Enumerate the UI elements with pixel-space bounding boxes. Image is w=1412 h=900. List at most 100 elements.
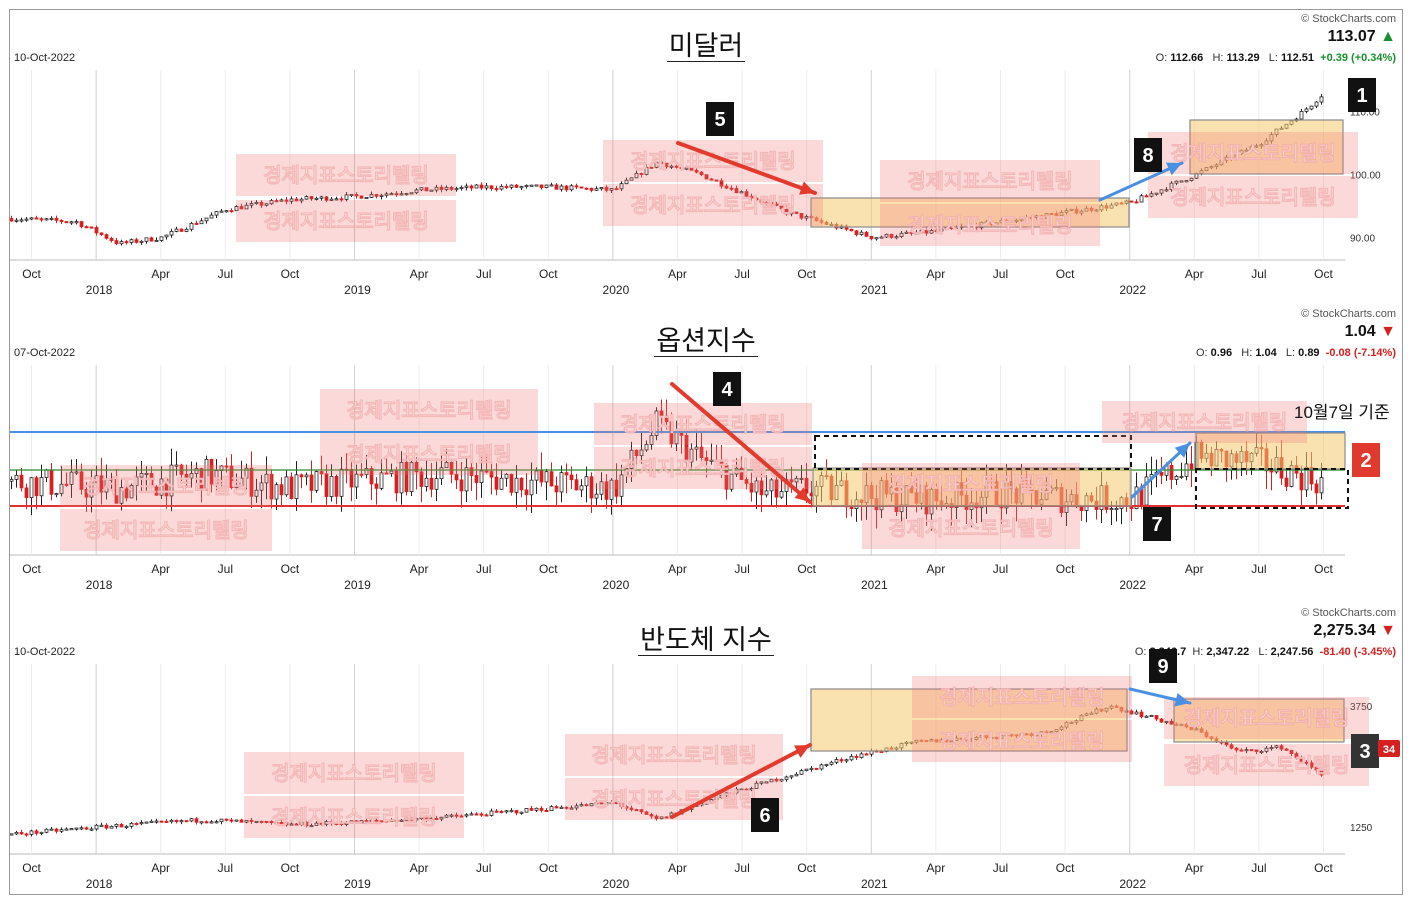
candle-up	[10, 479, 14, 482]
candle-down	[544, 810, 549, 813]
watermark-text: 경제지표스토리텔링	[888, 473, 1054, 496]
candle-down	[439, 186, 444, 190]
candle-down	[604, 481, 609, 500]
candle-up	[524, 185, 529, 188]
x-tick-label: Apr	[410, 267, 429, 281]
candle-down	[659, 410, 664, 417]
candle-down	[1129, 200, 1134, 203]
candle-down	[334, 822, 339, 825]
candle-up	[244, 467, 249, 479]
candle-up	[834, 759, 839, 763]
candle-up	[559, 472, 564, 493]
candle-down	[799, 213, 804, 219]
up-arrow-icon: ▲	[1380, 28, 1396, 45]
candle-up	[174, 464, 179, 467]
candle-up	[794, 478, 799, 483]
candle-down	[279, 821, 284, 824]
candle-up	[104, 479, 109, 493]
x-tick-label: Oct	[281, 562, 300, 576]
candle-down	[744, 191, 749, 197]
y-tick-label: 100.00	[1350, 170, 1381, 181]
candle-up	[1139, 195, 1144, 203]
candle-up	[219, 210, 224, 213]
watermark-text: 경제지표스토리텔링	[939, 686, 1105, 709]
candle-up	[734, 788, 739, 794]
highlight-box	[810, 688, 1128, 752]
candle-down	[664, 162, 669, 168]
candle-down	[614, 802, 619, 805]
x-tick-label: Oct	[797, 267, 816, 281]
candle-down	[1159, 471, 1164, 476]
candle-up	[129, 484, 134, 499]
candle-up	[259, 482, 264, 491]
candle-up	[1114, 508, 1119, 511]
candle-down	[599, 802, 604, 805]
x-tick-label: Oct	[539, 562, 558, 576]
candle-up	[514, 477, 519, 493]
candle-down	[779, 204, 784, 210]
candle-up	[359, 820, 364, 824]
candle-up	[354, 473, 359, 488]
annotation-7: 7	[1151, 514, 1162, 536]
candle-down	[1319, 769, 1324, 776]
candle-up	[1174, 475, 1179, 480]
candle-down	[739, 467, 744, 480]
candle-up	[29, 830, 34, 835]
candle-up	[39, 831, 44, 834]
candle-up	[559, 806, 564, 809]
watermark-box	[912, 720, 1132, 762]
candle-up	[254, 820, 259, 823]
candle-up	[139, 240, 144, 243]
watermark-box	[60, 509, 272, 551]
candle-down	[759, 480, 764, 496]
candle-down	[54, 217, 59, 221]
candle-down	[704, 457, 709, 461]
candle-up	[709, 459, 714, 462]
x-tick-label: Oct	[797, 861, 816, 875]
candle-down	[104, 234, 109, 239]
candle-down	[554, 806, 559, 809]
chart-frame	[9, 9, 1403, 895]
candle-up	[464, 814, 469, 817]
candle-up	[689, 448, 694, 463]
candle-up	[29, 217, 34, 220]
watermark-box	[603, 140, 823, 182]
candle-up	[629, 449, 634, 469]
candle-up	[804, 768, 809, 771]
candle-down	[494, 476, 499, 490]
x-tick-label: Jul	[476, 861, 491, 875]
candle-up	[899, 232, 904, 238]
arrow-8	[1098, 161, 1184, 202]
candle-up	[1304, 108, 1309, 112]
x-tick-label: Jul	[1251, 861, 1266, 875]
candle-down	[889, 233, 894, 238]
candle-up	[29, 477, 34, 498]
candle-down	[789, 479, 794, 483]
ohlc-readout: O: 0.96 H: 1.04 L: 0.89 -0.08 (-7.14%)	[1195, 347, 1396, 359]
watermark-text: 경제지표스토리텔링	[83, 519, 249, 542]
x-tick-label: Apr	[1185, 267, 1204, 281]
candle-up	[844, 759, 849, 762]
candle-up	[1189, 177, 1194, 181]
candle-down	[474, 475, 479, 483]
candle-up	[69, 471, 74, 485]
candle-up	[764, 781, 769, 784]
x-tick-label: Apr	[410, 861, 429, 875]
candle-up	[409, 192, 414, 195]
watermark-box	[862, 507, 1080, 549]
candle-down	[289, 476, 294, 499]
last-price: 113.07 ▲	[1327, 28, 1396, 45]
candle-up	[264, 203, 269, 206]
candle-up	[1169, 182, 1174, 191]
candle-down	[374, 483, 379, 489]
candle-up	[1159, 189, 1164, 194]
candle-down	[529, 808, 534, 811]
candle-down	[839, 759, 844, 762]
candle-down	[514, 810, 519, 814]
candle-down	[194, 222, 199, 225]
watermark-box	[862, 463, 1080, 505]
candle-up	[159, 236, 164, 241]
candle-down	[359, 473, 364, 476]
candle-down	[449, 461, 454, 475]
candle-up	[399, 819, 404, 822]
